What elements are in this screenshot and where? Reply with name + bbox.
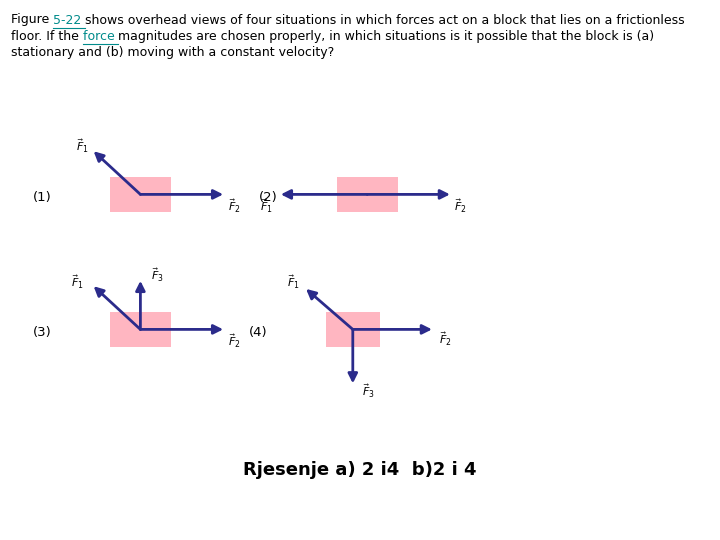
Bar [109, 312, 171, 347]
Text: stationary and (b) moving with a constant velocity?: stationary and (b) moving with a constan… [11, 46, 334, 59]
Text: $\vec{F}_1$: $\vec{F}_1$ [260, 198, 273, 215]
Text: force: force [83, 30, 118, 43]
Text: $\vec{F}_2$: $\vec{F}_2$ [228, 333, 240, 350]
Text: $\vec{F}_3$: $\vec{F}_3$ [362, 383, 375, 400]
Text: $\vec{F}_1$: $\vec{F}_1$ [71, 273, 84, 291]
Text: Rjesenje a) 2 i4  b)2 i 4: Rjesenje a) 2 i4 b)2 i 4 [243, 461, 477, 479]
Text: $\vec{F}_2$: $\vec{F}_2$ [454, 198, 467, 215]
Text: $\vec{F}_1$: $\vec{F}_1$ [76, 137, 89, 154]
Text: shows overhead views of four situations in which forces act on a block that lies: shows overhead views of four situations … [85, 14, 685, 26]
Text: floor. If the: floor. If the [11, 30, 83, 43]
Text: $\vec{F}_1$: $\vec{F}_1$ [287, 273, 300, 291]
Text: (3): (3) [32, 326, 51, 339]
Text: Figure: Figure [11, 14, 53, 26]
Text: $\vec{F}_2$: $\vec{F}_2$ [438, 330, 451, 348]
Text: $\vec{F}_2$: $\vec{F}_2$ [228, 198, 240, 215]
Text: magnitudes are chosen properly, in which situations is it possible that the bloc: magnitudes are chosen properly, in which… [118, 30, 654, 43]
Text: (2): (2) [259, 191, 278, 204]
Bar [109, 177, 171, 212]
Text: (1): (1) [32, 191, 51, 204]
Text: (4): (4) [248, 326, 267, 339]
Text: $\vec{F}_3$: $\vec{F}_3$ [150, 267, 163, 284]
Text: 5-22: 5-22 [53, 14, 85, 26]
Bar [325, 312, 380, 347]
Bar [337, 177, 397, 212]
